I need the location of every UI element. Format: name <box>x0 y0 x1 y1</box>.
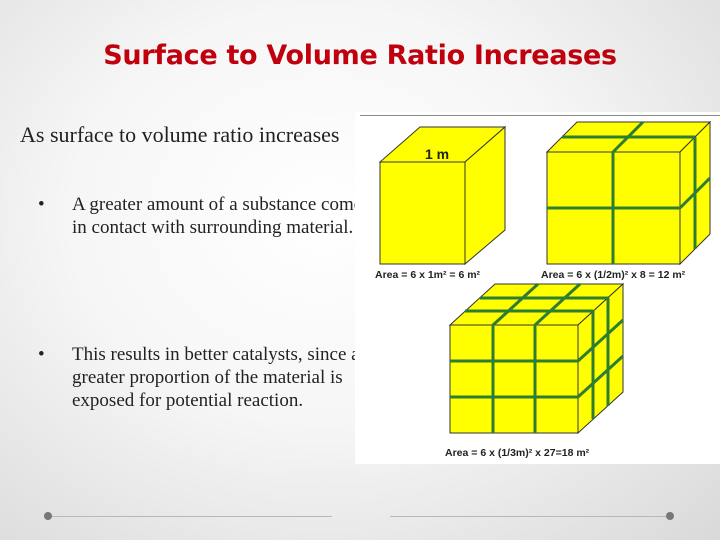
cube-diagram: 1 m Area = 6 x 1m² = 6 m² Area = 6 x (1/… <box>375 120 712 459</box>
bullet-text: A greater amount of a substance comes in… <box>72 194 370 238</box>
footer-rule-left <box>52 516 332 517</box>
cube-figure: 1 m Area = 6 x 1m² = 6 m² Area = 6 x (1/… <box>355 112 720 464</box>
area-label-3: Area = 6 x (1/3m)² x 27=18 m² <box>445 447 590 459</box>
figure-top-rule <box>360 115 720 116</box>
bullet-glyph: • <box>38 194 45 215</box>
bullet-glyph: • <box>38 344 45 365</box>
cube-27 <box>448 282 625 435</box>
bullet-text: This results in better catalysts, since … <box>72 344 360 411</box>
area-label-1: Area = 6 x 1m² = 6 m² <box>375 269 481 281</box>
area-label-2: Area = 6 x (1/2m)² x 8 = 12 m² <box>541 269 686 281</box>
cube-side-label: 1 m <box>425 146 449 162</box>
bullet-item: • This results in better catalysts, sinc… <box>38 343 408 412</box>
lead-text: As surface to volume ratio increases <box>20 122 340 147</box>
cube-8 <box>545 120 712 266</box>
footer-rule-right <box>390 516 666 517</box>
footer-knob-left <box>44 512 52 520</box>
cube-1m <box>378 125 507 266</box>
bullet-item: • A greater amount of a substance comes … <box>38 193 383 239</box>
footer-knob-right <box>666 512 674 520</box>
slide-title: Surface to Volume Ratio Increases <box>103 40 617 71</box>
